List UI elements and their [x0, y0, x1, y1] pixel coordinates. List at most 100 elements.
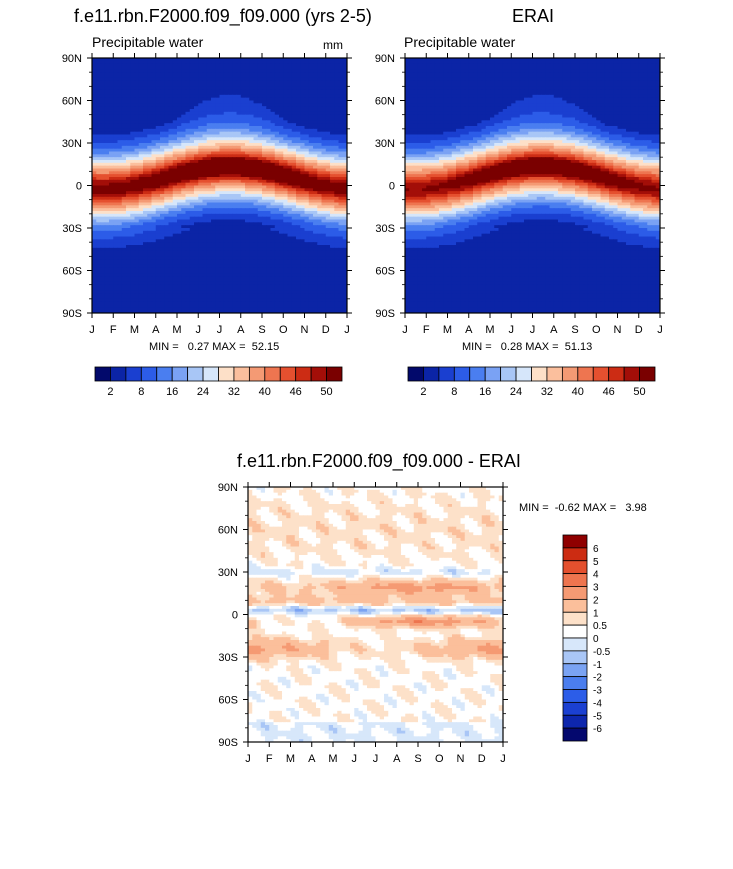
- field-cell: [155, 126, 161, 130]
- field-cell: [219, 100, 225, 104]
- field-cell: [126, 117, 131, 121]
- field-cell: [287, 114, 293, 119]
- field-cell: [181, 60, 187, 65]
- field-cell: [211, 128, 216, 133]
- field-cell: [100, 160, 106, 164]
- field-cell: [189, 256, 195, 260]
- field-cell: [185, 191, 191, 195]
- field-cell: [249, 145, 255, 150]
- field-cell: [92, 114, 97, 119]
- field-cell: [134, 94, 140, 99]
- field-cell: [185, 225, 191, 229]
- field-cell: [232, 250, 238, 255]
- field-cell: [113, 72, 119, 76]
- field-cell: [121, 123, 127, 127]
- field-cell: [270, 273, 276, 277]
- field-cell: [236, 208, 242, 212]
- field-cell: [287, 196, 293, 201]
- field-cell: [330, 182, 335, 187]
- field-cell: [96, 60, 102, 65]
- field-cell: [172, 216, 178, 221]
- field-cell: [177, 100, 182, 104]
- field-cell: [342, 179, 347, 184]
- field-cell: [283, 290, 289, 294]
- field-cell: [228, 66, 233, 70]
- field-cell: [283, 117, 289, 121]
- field-cell: [155, 75, 161, 79]
- field-cell: [215, 213, 221, 218]
- field-cell: [270, 216, 276, 221]
- field-cell: [206, 202, 212, 206]
- field-cell: [296, 103, 301, 107]
- field-cell: [291, 128, 297, 133]
- field-cell: [296, 276, 301, 280]
- field-cell: [249, 114, 255, 119]
- field-cell: [177, 151, 182, 155]
- field-cell: [266, 259, 272, 263]
- field-cell: [151, 239, 157, 243]
- field-cell: [202, 109, 208, 113]
- field-cell: [304, 134, 310, 138]
- field-cell: [126, 137, 131, 141]
- field-cell: [291, 177, 297, 181]
- field-cell: [223, 264, 229, 269]
- field-cell: [232, 287, 238, 291]
- field-cell: [211, 174, 216, 178]
- field-cell: [245, 222, 250, 226]
- field-cell: [283, 174, 289, 178]
- field-cell: [338, 267, 344, 272]
- field-cell: [257, 245, 263, 249]
- field-cell: [262, 222, 267, 226]
- field-cell: [147, 103, 153, 107]
- field-cell: [266, 179, 272, 184]
- field-cell: [92, 253, 97, 257]
- field-cell: [215, 262, 221, 266]
- field-cell: [177, 196, 182, 201]
- field-cell: [138, 279, 144, 283]
- field-cell: [304, 92, 310, 96]
- field-cell: [164, 89, 170, 93]
- field-cell: [257, 154, 263, 158]
- field-cell: [117, 253, 123, 257]
- field-cell: [313, 94, 318, 99]
- field-cell: [172, 239, 178, 243]
- field-cell: [330, 185, 335, 189]
- field-cell: [219, 211, 225, 215]
- field-cell: [168, 219, 174, 223]
- field-cell: [160, 94, 165, 99]
- field-cell: [313, 80, 318, 85]
- field-cell: [266, 134, 272, 138]
- field-cell: [245, 140, 250, 144]
- field-cell: [164, 239, 170, 243]
- field-cell: [342, 276, 347, 280]
- field-cell: [96, 211, 102, 215]
- field-cell: [151, 89, 157, 93]
- field-cell: [189, 208, 195, 212]
- field-cell: [126, 157, 131, 161]
- field-cell: [177, 233, 182, 238]
- field-cell: [202, 236, 208, 240]
- field-cell: [321, 72, 327, 76]
- field-cell: [155, 162, 161, 167]
- field-cell: [287, 219, 293, 223]
- field-cell: [283, 233, 289, 238]
- field-cell: [325, 66, 331, 70]
- field-cell: [342, 284, 347, 289]
- field-cell: [283, 194, 289, 198]
- field-cell: [279, 185, 284, 189]
- field-cell: [219, 154, 225, 158]
- field-cell: [92, 188, 97, 192]
- field-cell: [104, 219, 110, 223]
- field-cell: [206, 253, 212, 257]
- field-cell: [300, 205, 306, 209]
- field-cell: [147, 228, 153, 232]
- field-cell: [155, 83, 161, 87]
- field-cell: [228, 80, 233, 85]
- field-cell: [147, 140, 153, 144]
- field-cell: [287, 250, 293, 255]
- field-cell: [109, 134, 114, 138]
- field-cell: [291, 284, 297, 289]
- field-cell: [270, 160, 276, 164]
- field-cell: [330, 171, 335, 175]
- field-cell: [126, 259, 131, 263]
